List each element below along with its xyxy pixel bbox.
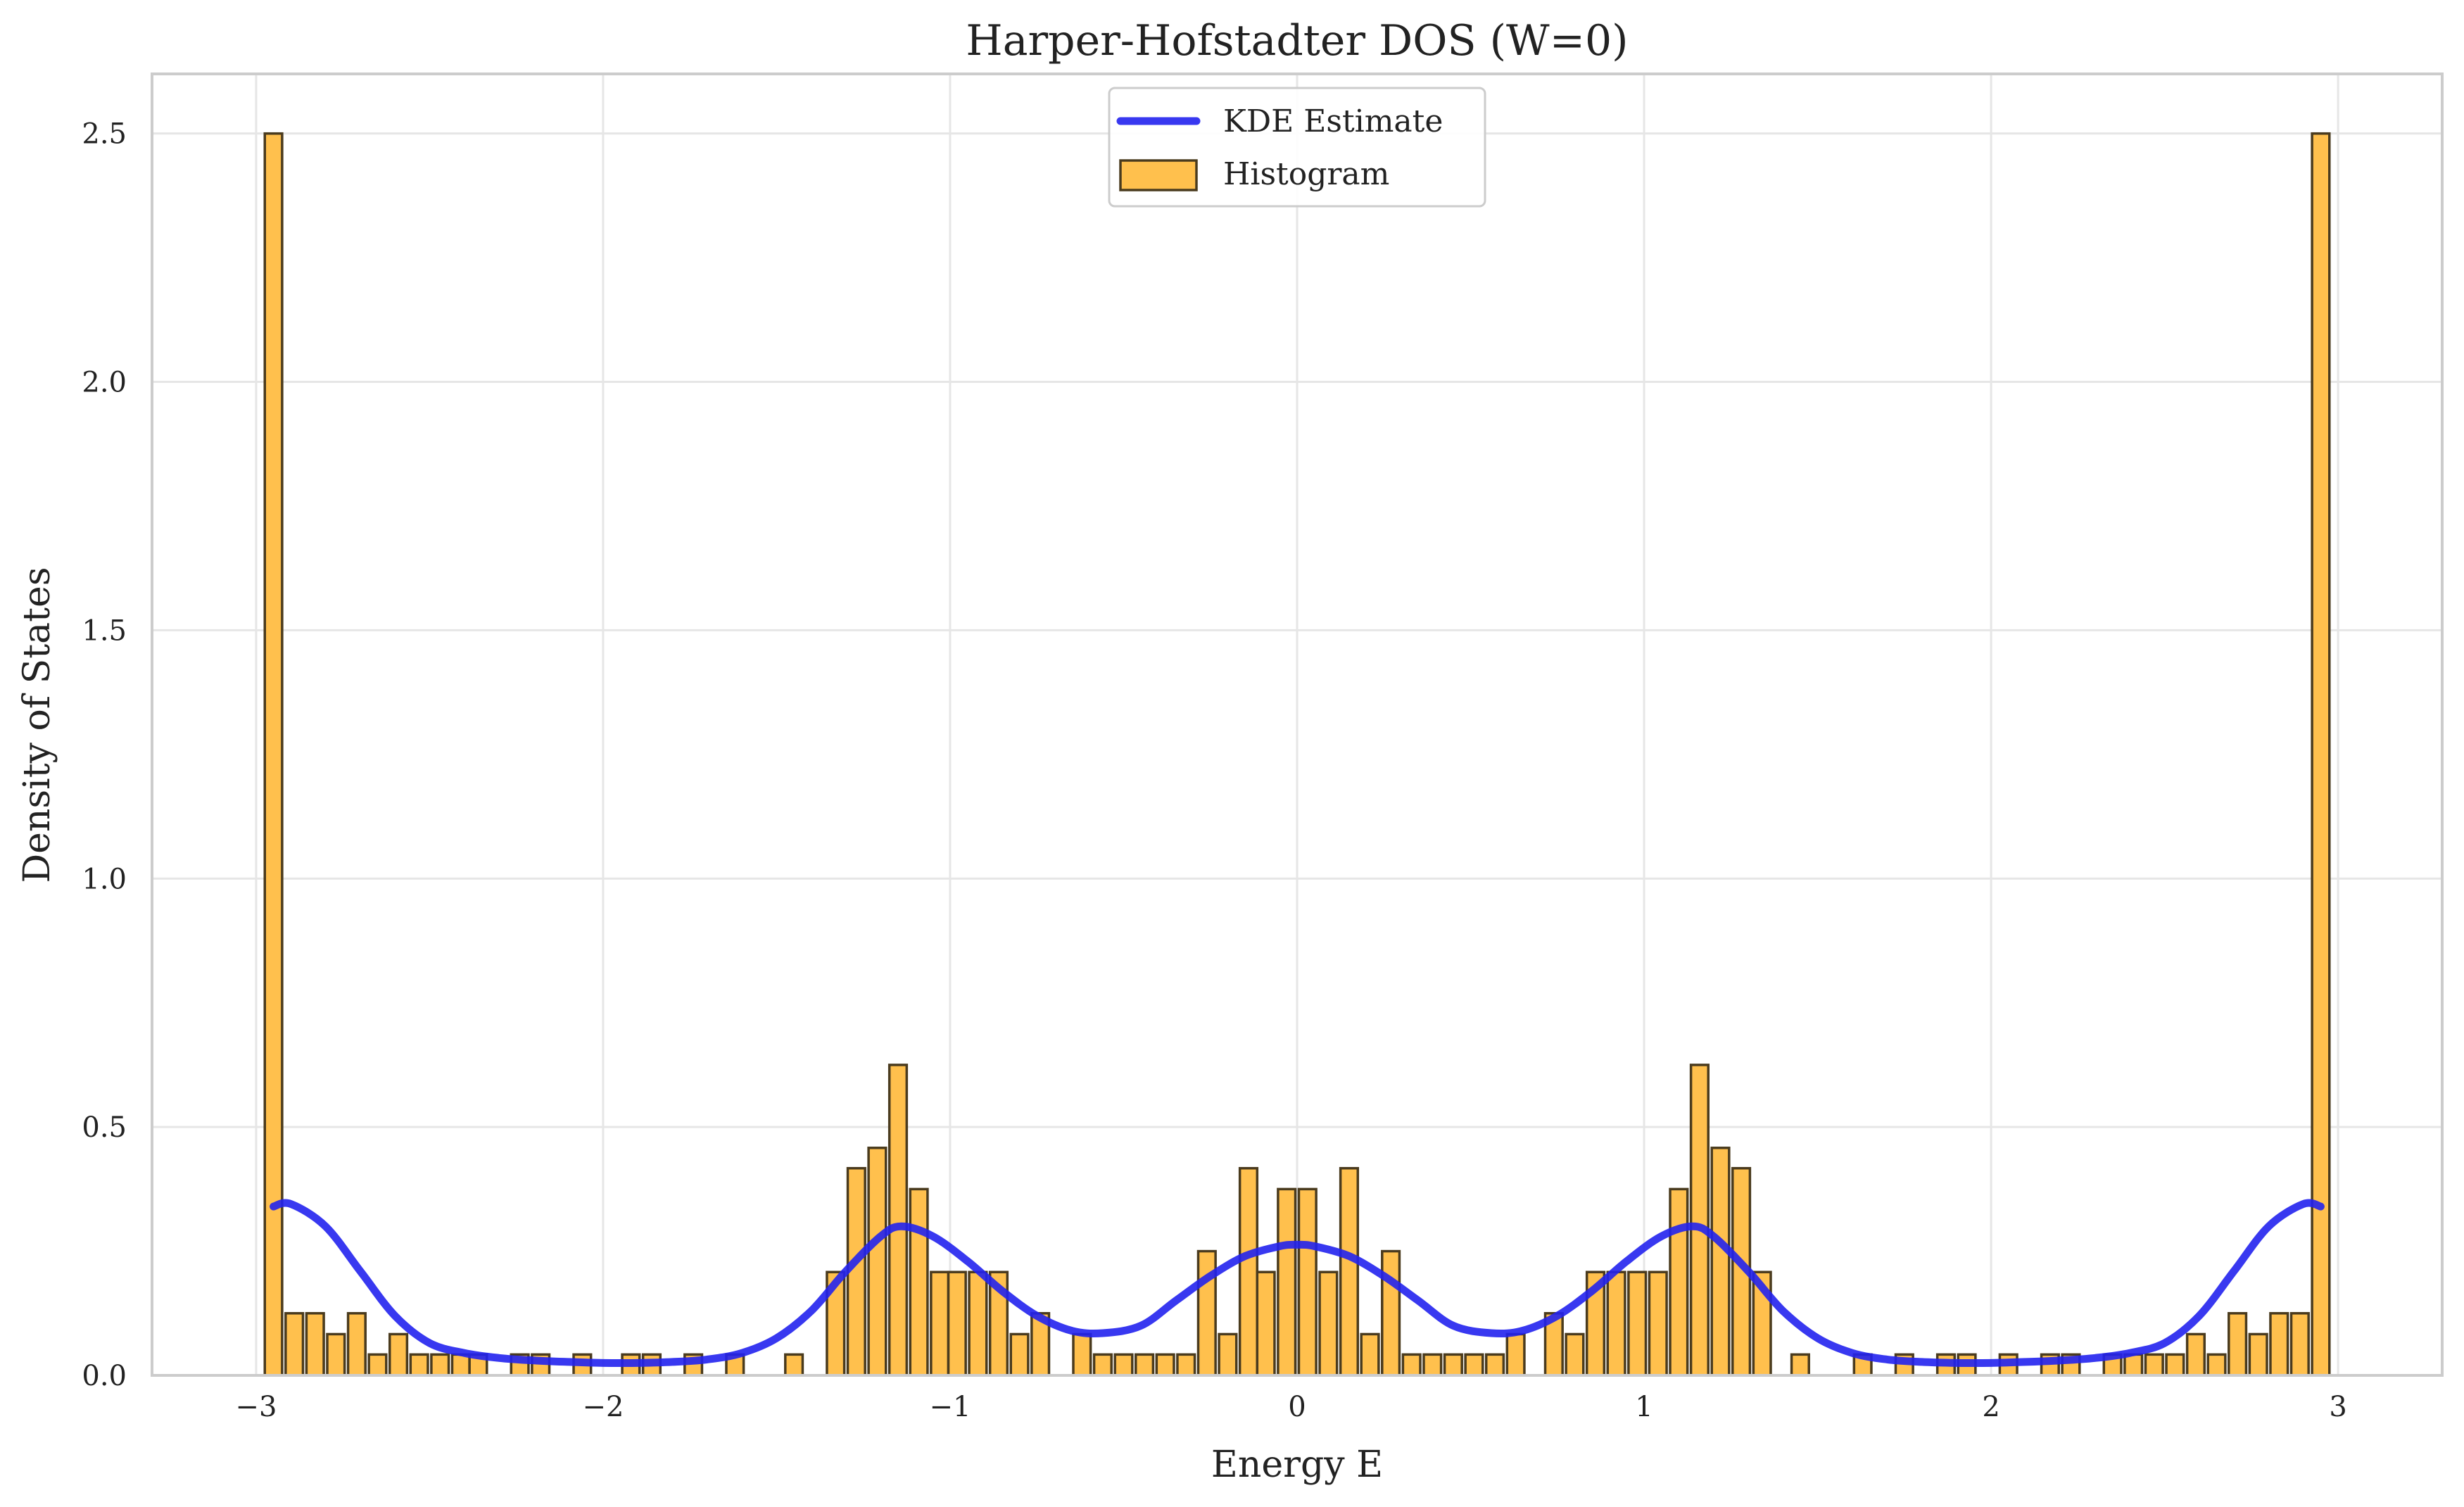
legend: KDE Estimate Histogram: [1108, 87, 1486, 208]
y-axis-ticks: 0.0 0.5 1.0 1.5 2.0 2.5: [82, 118, 127, 1392]
histogram-bar: [784, 1353, 804, 1377]
kde-line: [270, 1199, 2325, 1368]
histogram-bar: [2185, 1332, 2206, 1377]
x-tick-label: 2: [1982, 1391, 1999, 1423]
histogram-bar: [1176, 1353, 1196, 1377]
legend-histogram-swatch: [1119, 159, 1198, 191]
y-tick-label: 0.5: [82, 1111, 127, 1144]
histogram-bar: [1256, 1270, 1276, 1377]
histogram-bar: [1443, 1353, 1463, 1377]
x-tick-label: −1: [929, 1391, 971, 1423]
y-tick-label: 2.0: [82, 367, 127, 399]
histogram-bar: [450, 1353, 471, 1377]
y-tick-label: 1.5: [82, 614, 127, 647]
histogram-bar: [2228, 1312, 2248, 1377]
x-axis-label: Energy E: [1211, 1444, 1383, 1486]
histogram-bar: [1297, 1187, 1318, 1377]
histogram-bar: [1360, 1332, 1380, 1377]
histogram-bar: [2248, 1332, 2268, 1377]
histogram-bar: [1113, 1353, 1134, 1377]
legend-histogram-label: Histogram: [1223, 156, 1389, 192]
chart-title: Harper-Hofstadter DOS (W=0): [966, 16, 1628, 65]
histogram-bar: [326, 1332, 346, 1377]
histogram-bar: [968, 1270, 988, 1377]
histogram-bar: [305, 1312, 325, 1377]
histogram-bar: [1339, 1166, 1360, 1377]
histogram-bar: [367, 1353, 388, 1377]
histogram-bar: [2206, 1353, 2227, 1377]
histogram-bar: [430, 1353, 450, 1377]
histogram-bar: [1790, 1353, 1810, 1377]
histogram-bar: [1689, 1064, 1710, 1377]
histogram-bar: [1381, 1249, 1401, 1377]
x-axis-ticks: −3 −2 −1 0 1 2 3: [235, 1391, 2346, 1423]
histogram-bar: [1238, 1166, 1259, 1377]
histogram-bar: [909, 1187, 929, 1377]
histogram-bar: [1464, 1353, 1484, 1377]
histogram-bar: [1009, 1332, 1030, 1377]
histogram-bar: [1627, 1270, 1648, 1377]
grid-lines: [152, 74, 2442, 1377]
histogram-bar: [1606, 1270, 1626, 1377]
histogram-bar: [2123, 1353, 2144, 1377]
histogram-bar: [409, 1353, 429, 1377]
x-tick-label: 3: [2329, 1391, 2346, 1423]
y-tick-label: 0.0: [82, 1360, 127, 1392]
histogram-bar: [1710, 1147, 1731, 1377]
histogram-bar: [388, 1332, 409, 1377]
histogram-bar: [1422, 1353, 1443, 1377]
histogram-bar: [2165, 1353, 2185, 1377]
y-axis-label: Density of States: [16, 567, 58, 883]
histogram-bar: [1092, 1353, 1113, 1377]
x-tick-label: 0: [1288, 1391, 1306, 1423]
legend-box: [1108, 87, 1486, 208]
histogram-bar: [1155, 1353, 1175, 1377]
histogram-bar: [867, 1147, 887, 1377]
histogram-bar: [2289, 1312, 2310, 1377]
histogram-bar: [1648, 1270, 1668, 1377]
x-tick-label: −3: [235, 1391, 277, 1423]
histogram-bar: [346, 1312, 367, 1377]
y-tick-label: 1.0: [82, 863, 127, 895]
y-tick-label: 2.5: [82, 118, 127, 151]
histogram-bar: [263, 132, 284, 1377]
histogram-bar: [1277, 1187, 1297, 1377]
legend-kde-label: KDE Estimate: [1223, 103, 1443, 139]
histogram-bar: [2144, 1353, 2164, 1377]
histogram-bar: [1134, 1353, 1155, 1377]
histogram-bar: [930, 1270, 950, 1377]
histogram-bar: [1669, 1187, 1689, 1377]
histogram-bar: [947, 1270, 967, 1377]
histogram-bar: [1565, 1332, 1585, 1377]
histogram-bar: [1072, 1332, 1092, 1377]
histogram-bar: [2311, 132, 2331, 1377]
histogram-bar: [284, 1312, 305, 1377]
histogram-bar: [1318, 1270, 1339, 1377]
x-tick-label: 1: [1635, 1391, 1653, 1423]
histogram-bar: [2269, 1312, 2289, 1377]
plot-frame: [151, 72, 2444, 1377]
x-tick-label: −2: [582, 1391, 624, 1423]
histogram-bar: [1218, 1332, 1238, 1377]
histogram-bar: [1505, 1332, 1526, 1377]
histogram-bar: [887, 1064, 909, 1377]
histogram-bar: [1484, 1353, 1505, 1377]
histogram-bar: [1401, 1353, 1422, 1377]
